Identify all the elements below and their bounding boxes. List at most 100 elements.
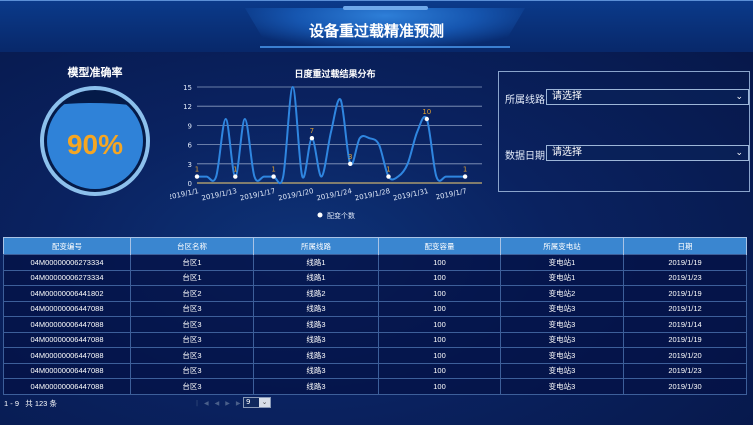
accuracy-gauge: 90% (40, 86, 150, 196)
gauge-title: 模型准确率 (67, 66, 123, 79)
table-row[interactable]: 04M00000006441802 台区2 线路2 100 变电站2 2019/1/19 (3, 285, 747, 302)
prev-page-icon[interactable]: ◀ (214, 400, 226, 407)
table-cell: 线路1 (253, 254, 379, 271)
table-cell: 04M00000006273334 (3, 269, 131, 286)
legend-marker (317, 212, 323, 218)
table-row[interactable]: 04M00000006447088 台区3 线路3 100 变电站3 2019/1/19 (3, 331, 747, 348)
table-cell: 04M00000006447088 (3, 362, 131, 379)
table-cell: 台区3 (130, 378, 254, 395)
data-point (386, 174, 391, 179)
table-cell: 2019/1/19 (623, 331, 747, 348)
table-cell: 台区1 (130, 269, 254, 286)
title-notch (343, 6, 428, 10)
x-tick-label: 2019/1/28 (354, 187, 391, 202)
table-cell: 100 (378, 254, 501, 271)
y-tick-label: 9 (188, 122, 192, 130)
table-cell: 台区3 (130, 362, 254, 379)
table-cell: 变电站3 (500, 378, 624, 395)
table-cell: 线路3 (253, 378, 379, 395)
table-cell: 100 (378, 362, 501, 379)
table-cell: 台区3 (130, 300, 254, 317)
data-label: 3 (348, 153, 352, 161)
table-cell: 变电站1 (500, 254, 624, 271)
table-cell: 线路3 (253, 362, 379, 379)
table-cell: 台区3 (130, 347, 254, 364)
page-size-select[interactable]: 9 ⌄ (243, 397, 271, 408)
table-cell: 台区1 (130, 254, 254, 271)
date-select[interactable]: 请选择 ⌄ (546, 145, 749, 161)
gauge-fill (47, 102, 143, 189)
table-row[interactable]: 04M00000006447088 台区3 线路3 100 变电站3 2019/1/12 (3, 300, 747, 317)
table-cell: 线路1 (253, 269, 379, 286)
col-header[interactable]: 配变容量 (378, 237, 501, 255)
table-cell: 台区2 (130, 285, 254, 302)
data-point (194, 174, 200, 179)
legend-label: 配变个数 (327, 211, 355, 220)
data-point (424, 116, 429, 122)
table-cell: 04M00000006447088 (3, 378, 131, 395)
table-cell: 2019/1/23 (623, 362, 747, 379)
table-cell: 100 (378, 285, 501, 302)
x-tick-label: 2019/1/17 (239, 187, 276, 202)
col-header[interactable]: 配变编号 (3, 237, 131, 255)
chevron-down-icon: ⌄ (735, 92, 743, 102)
filter-panel: 所属线路 请选择 ⌄ 数据日期 请选择 ⌄ (498, 71, 750, 192)
line-select[interactable]: 请选择 ⌄ (546, 89, 749, 105)
table-cell: 线路2 (253, 285, 379, 302)
y-tick-label: 6 (188, 142, 193, 150)
data-point (233, 174, 238, 179)
x-tick-label: 2019/1/31 (392, 187, 429, 202)
table-row[interactable]: 04M00000006447088 台区3 线路3 100 变电站3 2019/1/30 (3, 378, 747, 395)
table-row[interactable]: 04M00000006273334 台区1 线路1 100 变电站1 2019/1/19 (3, 254, 747, 271)
chevron-down-icon: ⌄ (735, 148, 743, 158)
chevron-down-icon: ⌄ (259, 398, 270, 407)
chart-title: 日度重过载结果分布 (294, 68, 375, 80)
line-filter-label: 所属线路 (505, 95, 545, 106)
table-header-row: 配变编号 台区名称 所属线路 配变容量 所属变电站 日期 (3, 237, 747, 255)
first-page-icon[interactable]: |◀ (196, 400, 215, 407)
x-tick-label: 2019/1/20 (278, 187, 315, 202)
next-page-icon[interactable]: ▶ (225, 400, 236, 407)
table-cell: 变电站3 (500, 331, 624, 348)
table-cell: 线路3 (253, 316, 379, 333)
table-cell: 2019/1/19 (623, 285, 747, 302)
data-point (462, 174, 468, 179)
table-cell: 线路3 (253, 331, 379, 348)
table-cell: 100 (378, 347, 501, 364)
table-cell: 04M00000006447088 (3, 347, 131, 364)
overload-line-chart: 日度重过载结果分布 0 3 6 9 12 15 1 2019/1/1 1 2019/1/13 1 201… (170, 68, 482, 220)
y-tick-label: 0 (188, 180, 192, 188)
table-cell: 变电站2 (500, 285, 624, 302)
table-cell: 04M00000006441802 (3, 285, 131, 302)
title-frame (245, 8, 525, 46)
table-cell: 变电站3 (500, 300, 624, 317)
page-title: 设备重过载精准预测 (308, 22, 444, 40)
data-label: 1 (271, 166, 275, 174)
table-cell: 100 (378, 378, 501, 395)
gauge-value: 90% (66, 129, 124, 160)
date-select-value: 请选择 (552, 147, 582, 158)
series-line (197, 85, 466, 185)
last-page-icon[interactable]: ▶| (236, 400, 255, 407)
table-cell: 100 (378, 300, 501, 317)
table-row[interactable]: 04M00000006273334 台区1 线路1 100 变电站1 2019/1/23 (3, 269, 747, 286)
table-cell: 100 (378, 316, 501, 333)
table-cell: 变电站1 (500, 269, 624, 286)
data-label: 1 (233, 166, 237, 174)
line-select-value: 请选择 (552, 91, 582, 102)
col-header[interactable]: 所属变电站 (500, 237, 624, 255)
title-underline (260, 46, 510, 48)
col-header[interactable]: 日期 (623, 237, 747, 255)
x-tick-label: 2019/1/13 (201, 187, 238, 202)
table-row[interactable]: 04M00000006447088 台区3 线路3 100 变电站3 2019/1/14 (3, 316, 747, 333)
table-cell: 变电站3 (500, 347, 624, 364)
data-point (271, 174, 276, 179)
col-header[interactable]: 台区名称 (130, 237, 254, 255)
table-row[interactable]: 04M00000006447088 台区3 线路3 100 变电站3 2019/1/20 (3, 347, 747, 364)
col-header[interactable]: 所属线路 (253, 237, 379, 255)
data-table: 配变编号 台区名称 所属线路 配变容量 所属变电站 日期 04M00000006… (3, 237, 747, 395)
pager-summary: 1 - 9 共 123 条 (4, 399, 57, 408)
table-cell: 台区3 (130, 331, 254, 348)
table-cell: 变电站3 (500, 316, 624, 333)
table-row[interactable]: 04M00000006447088 台区3 线路3 100 变电站3 2019/1/23 (3, 362, 747, 379)
